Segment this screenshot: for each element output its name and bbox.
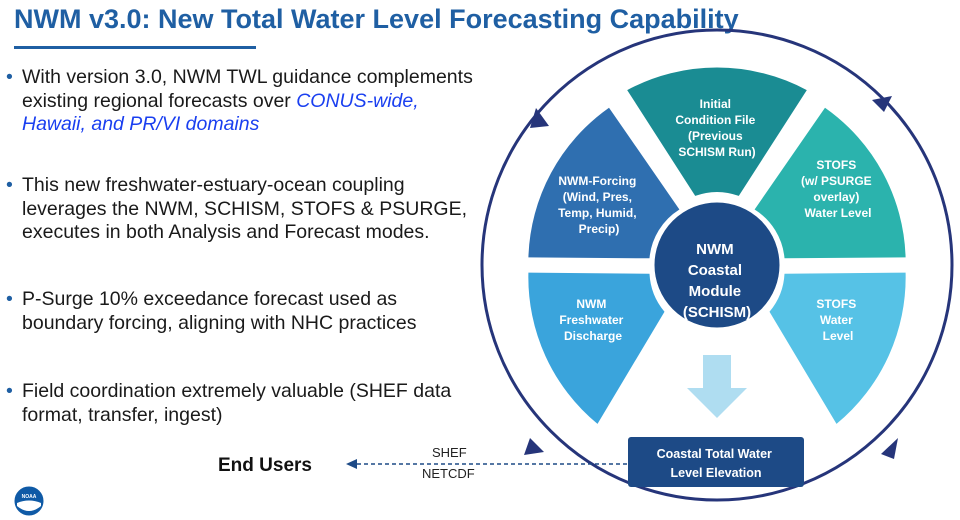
arrow-left-icon (346, 459, 357, 469)
hub-label: NWM Coastal Module (SCHISM) (683, 241, 751, 321)
segment-label-nwm-discharge: NWM Freshwater Discharge (559, 297, 626, 343)
cycle-arrow-icon (881, 438, 898, 459)
bullet-dot: • (6, 288, 13, 310)
bullet-dot: • (6, 66, 13, 88)
noaa-logo-icon: NOAA (14, 486, 44, 516)
segment-nwm-forcing (528, 107, 680, 259)
segment-nwm-discharge (528, 272, 665, 424)
page-title: NWM v3.0: New Total Water Level Forecast… (14, 4, 739, 34)
segment-label-stofs-psurge: STOFS (w/ PSURGE overlay) Water Level (801, 158, 875, 220)
output-box (628, 437, 804, 487)
bullet-dot: • (6, 380, 13, 402)
end-users-label: End Users (218, 455, 312, 476)
segment-initial-condition (627, 67, 807, 196)
cycle-arrow-icon (872, 96, 892, 112)
cycle-arrowheads (524, 96, 898, 459)
bullet-item: • P-Surge 10% exceedance forecast used a… (6, 288, 476, 335)
bullet-item: • Field coordination extremely valuable … (6, 380, 476, 427)
segment-stofs-water-level (769, 272, 906, 424)
bullet-text: P-Surge 10% exceedance forecast used as … (22, 288, 417, 334)
bullet-text: With version 3.0, NWM TWL guidance compl… (22, 66, 473, 112)
format-netcdf: NETCDF (422, 466, 475, 481)
segment-label-stofs-level: STOFS Water Level (816, 297, 859, 343)
segment-stofs-psurge (754, 107, 906, 259)
bullet-text: Field coordination extremely valuable (S… (22, 380, 452, 426)
cycle-arrow-icon (524, 438, 544, 455)
bullet-item: • This new freshwater-estuary-ocean coup… (6, 174, 476, 245)
cycle-arrow-icon (530, 108, 549, 128)
bullet-dot: • (6, 174, 13, 196)
bullet-text: This new freshwater-estuary-ocean coupli… (22, 174, 467, 243)
format-shef: SHEF (432, 445, 467, 460)
hub-circle (651, 199, 783, 331)
title-underline (14, 46, 256, 49)
output-box-label: Coastal Total Water Level Elevation (657, 447, 776, 480)
cycle-ring (480, 28, 954, 502)
logo-text: NOAA (22, 494, 37, 500)
flow-down-arrow (687, 355, 747, 418)
segment-label-initial: Initial Condition File (Previous SCHISM … (675, 97, 758, 159)
bullet-item: • With version 3.0, NWM TWL guidance com… (6, 66, 476, 137)
bullet-highlight: CONUS-wide, Hawaii, and PR/VI domains (22, 89, 419, 136)
segment-label-nwm-forcing: NWM-Forcing (Wind, Pres, Temp, Humid, Pr… (558, 174, 640, 236)
